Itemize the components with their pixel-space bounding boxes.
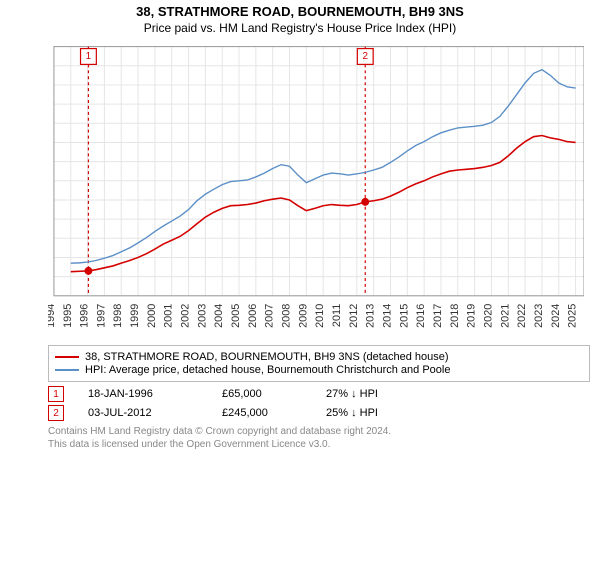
svg-text:1994: 1994 [48, 304, 57, 328]
svg-text:2025: 2025 [567, 304, 579, 328]
legend: 38, STRATHMORE ROAD, BOURNEMOUTH, BH9 3N… [48, 345, 590, 382]
svg-text:£350K: £350K [48, 157, 49, 169]
svg-text:2015: 2015 [398, 304, 410, 328]
svg-text:2023: 2023 [533, 304, 545, 328]
svg-text:2021: 2021 [499, 304, 511, 328]
svg-text:1: 1 [86, 51, 92, 62]
svg-text:2017: 2017 [432, 304, 444, 328]
footer-attribution: Contains HM Land Registry data © Crown c… [48, 425, 590, 451]
svg-text:£600K: £600K [48, 61, 49, 73]
svg-text:2020: 2020 [482, 304, 494, 328]
event-price: £65,000 [222, 388, 302, 400]
svg-text:£250K: £250K [48, 195, 49, 207]
chart-subtitle: Price paid vs. HM Land Registry's House … [0, 21, 600, 35]
svg-text:2006: 2006 [247, 304, 259, 328]
svg-text:£450K: £450K [48, 118, 49, 130]
event-delta: 27% ↓ HPI [326, 388, 436, 400]
svg-text:£100K: £100K [48, 252, 49, 264]
svg-text:£300K: £300K [48, 176, 49, 188]
event-date: 18-JAN-1996 [88, 388, 198, 400]
svg-text:2: 2 [362, 51, 368, 62]
svg-text:2003: 2003 [196, 304, 208, 328]
svg-text:2008: 2008 [281, 304, 293, 328]
legend-label: HPI: Average price, detached house, Bour… [85, 364, 450, 376]
svg-text:£500K: £500K [48, 99, 49, 111]
chart-title: 38, STRATHMORE ROAD, BOURNEMOUTH, BH9 3N… [0, 4, 600, 19]
svg-text:2019: 2019 [466, 304, 478, 328]
svg-text:1999: 1999 [129, 304, 141, 328]
legend-swatch [55, 356, 79, 358]
svg-text:£400K: £400K [48, 137, 49, 149]
legend-item: HPI: Average price, detached house, Bour… [55, 364, 583, 376]
svg-text:2000: 2000 [146, 304, 158, 328]
svg-text:1997: 1997 [95, 304, 107, 328]
svg-text:2009: 2009 [297, 304, 309, 328]
legend-swatch [55, 369, 79, 371]
footer-line-1: Contains HM Land Registry data © Crown c… [48, 425, 590, 438]
svg-text:2018: 2018 [449, 304, 461, 328]
events-table: 1 18-JAN-1996 £65,000 27% ↓ HPI 2 03-JUL-2012… [48, 386, 590, 421]
event-date: 03-JUL-2012 [88, 407, 198, 419]
svg-text:2010: 2010 [314, 304, 326, 328]
svg-text:2004: 2004 [213, 304, 225, 328]
svg-text:£150K: £150K [48, 233, 49, 245]
svg-text:£650K: £650K [48, 42, 49, 54]
event-row: 1 18-JAN-1996 £65,000 27% ↓ HPI [48, 386, 590, 402]
svg-text:2022: 2022 [516, 304, 528, 328]
svg-text:2001: 2001 [163, 304, 175, 328]
svg-text:1998: 1998 [112, 304, 124, 328]
svg-text:2013: 2013 [365, 304, 377, 328]
svg-text:£50K: £50K [48, 272, 49, 284]
svg-text:2011: 2011 [331, 304, 343, 327]
event-price: £245,000 [222, 407, 302, 419]
svg-text:2012: 2012 [348, 304, 360, 328]
event-marker: 1 [48, 386, 64, 402]
svg-text:1996: 1996 [79, 304, 91, 328]
svg-text:2014: 2014 [381, 304, 393, 328]
svg-text:1995: 1995 [62, 304, 74, 328]
legend-label: 38, STRATHMORE ROAD, BOURNEMOUTH, BH9 3N… [85, 351, 449, 363]
event-delta: 25% ↓ HPI [326, 407, 436, 419]
svg-text:£200K: £200K [48, 214, 49, 226]
svg-text:2005: 2005 [230, 304, 242, 328]
footer-line-2: This data is licensed under the Open Gov… [48, 438, 590, 451]
legend-item: 38, STRATHMORE ROAD, BOURNEMOUTH, BH9 3N… [55, 351, 583, 363]
svg-text:2016: 2016 [415, 304, 427, 328]
event-row: 2 03-JUL-2012 £245,000 25% ↓ HPI [48, 405, 590, 421]
svg-text:2007: 2007 [264, 304, 276, 328]
price-chart: £0£50K£100K£150K£200K£250K£300K£350K£400… [48, 39, 584, 339]
svg-text:2024: 2024 [550, 304, 562, 328]
svg-text:2002: 2002 [180, 304, 192, 328]
svg-text:£550K: £550K [48, 80, 49, 92]
event-marker: 2 [48, 405, 64, 421]
